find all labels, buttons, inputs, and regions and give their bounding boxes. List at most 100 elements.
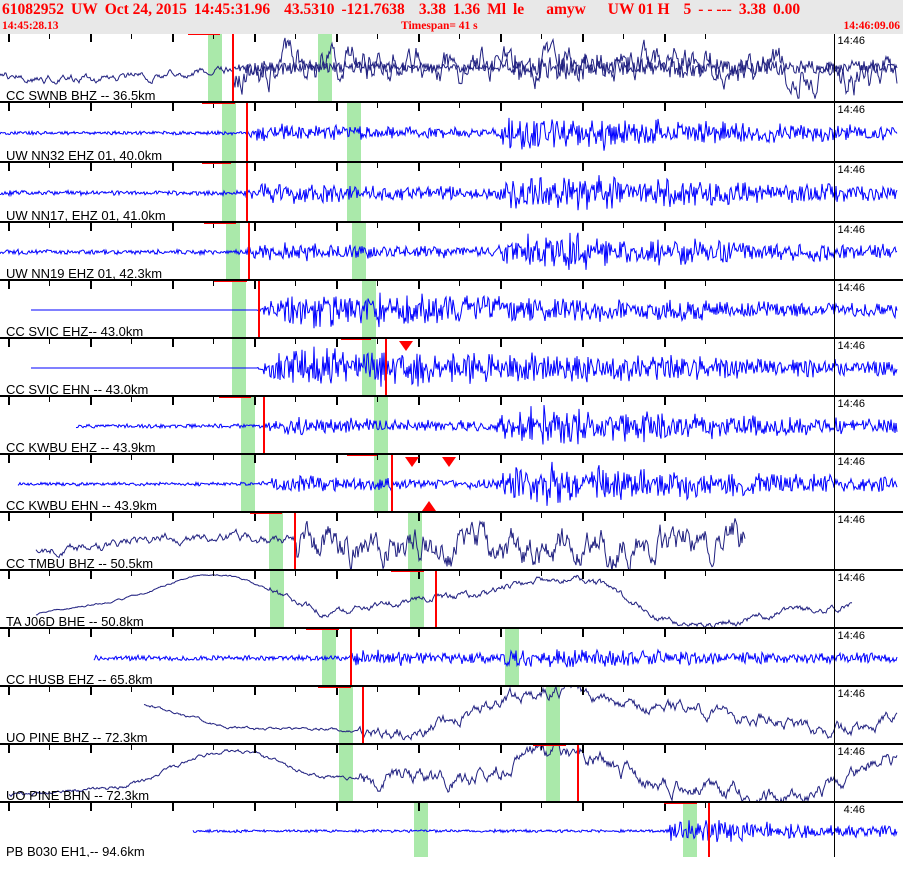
axis-tick [664, 745, 666, 753]
phase-pick-label[interactable]: iPd1 [202, 103, 235, 104]
station-label[interactable]: UO PINE BHZ -- 72.3km [6, 731, 148, 743]
trace-row[interactable]: iPd114:46CC HUSB EHZ -- 65.8km [0, 627, 903, 685]
phase-pick-line[interactable] [385, 339, 387, 395]
axis-tick [213, 455, 214, 460]
station-label[interactable]: CC TMBU BHZ -- 50.5km [6, 557, 153, 569]
axis-tick [623, 687, 624, 692]
axis-tick [254, 687, 256, 695]
axis-tick [623, 745, 624, 750]
trace-row[interactable]: eS 14:46PB B030 EH1,-- 94.6km [0, 801, 903, 857]
amplitude-marker-up-icon [422, 501, 436, 511]
phase-pick-label[interactable]: iS 1 [347, 455, 377, 456]
phase-pick-line[interactable] [350, 629, 352, 685]
axis-tick [49, 687, 50, 692]
trace-plot-area[interactable]: eS 14:46PB B030 EH1,-- 94.6km [0, 803, 903, 857]
window-end-time: 14:46:09.06 [843, 20, 900, 32]
phase-pick-label[interactable]: eS 2 [391, 571, 424, 572]
phase-pick-label[interactable]: eP 2 [188, 34, 220, 35]
trace-stack[interactable]: eP 214:46CC SWNB BHZ -- 36.5kmiPd114:46U… [0, 34, 903, 880]
trace-row[interactable]: eS 214:46UO PINE BHN -- 72.3km [0, 743, 903, 801]
station-label[interactable]: CC SWNB BHZ -- 36.5km [6, 89, 156, 101]
seismogram-viewer: 61082952 UW Oct 24, 2015 14:45:31.96 43.… [0, 0, 903, 880]
station-label[interactable]: UW NN32 EHZ 01, 40.0km [6, 149, 162, 161]
phase-pick-line[interactable] [577, 745, 579, 801]
axis-tick [582, 34, 584, 42]
trace-row[interactable]: iPd014:46UO PINE BHZ -- 72.3km [0, 685, 903, 743]
axis-tick [90, 513, 92, 521]
phase-pick-label[interactable]: iPc0 [214, 281, 247, 282]
station-label[interactable]: TA J06D BHE -- 50.8km [6, 615, 144, 627]
trace-plot-area[interactable]: iPd014:46UO PINE BHZ -- 72.3km [0, 687, 903, 743]
phase-pick-line[interactable] [362, 687, 364, 743]
trace-plot-area[interactable]: eS 214:46UO PINE BHN -- 72.3km [0, 745, 903, 801]
station-label[interactable]: UW NN17, EHZ 01, 41.0km [6, 209, 166, 221]
trace-plot-area[interactable]: iS 114:46CC KWBU EHN -- 43.9km [0, 455, 903, 511]
axis-tick [418, 281, 420, 289]
station-label[interactable]: CC SVIC EHZ-- 43.0km [6, 325, 143, 337]
axis-tick [90, 687, 92, 695]
event-depth: 3.38 [419, 1, 446, 19]
trace-plot-area[interactable]: eP 214:46CC TMBU BHZ -- 50.5km [0, 513, 903, 569]
phase-pick-label[interactable]: iP 1 [202, 163, 231, 164]
station-label[interactable]: UW NN19 EHZ 01, 42.3km [6, 267, 162, 279]
phase-pick-label[interactable]: eP 2 [204, 223, 236, 224]
axis-tick [459, 339, 460, 344]
trace-row[interactable]: eP 214:46CC TMBU BHZ -- 50.5km [0, 511, 903, 569]
phase-pick-line[interactable] [435, 571, 437, 627]
phase-pick-label[interactable]: eP 2 [250, 513, 282, 514]
trace-row[interactable]: eS 214:46TA J06D BHE -- 50.8km [0, 569, 903, 627]
phase-pick-line[interactable] [246, 163, 248, 221]
phase-pick-line[interactable] [708, 803, 710, 857]
station-label[interactable]: CC SVIC EHN -- 43.0km [6, 383, 148, 395]
trace-row[interactable]: iPd114:46UW NN32 EHZ 01, 40.0km [0, 101, 903, 161]
axis-tick [705, 163, 706, 168]
phase-pick-line[interactable] [294, 513, 296, 569]
axis-tick [295, 571, 296, 576]
phase-pick-line[interactable] [263, 397, 265, 453]
phase-pick-label[interactable]: eP 2 [219, 397, 251, 398]
axis-tick [377, 103, 378, 108]
trace-plot-area[interactable]: eP 214:46CC SWNB BHZ -- 36.5km [0, 34, 903, 101]
axis-tick [705, 745, 706, 750]
trace-row[interactable]: iS 114:46CC SVIC EHN -- 43.0km [0, 337, 903, 395]
trace-row[interactable]: eP 214:46CC KWBU EHZ -- 43.9km [0, 395, 903, 453]
axis-tick [254, 339, 256, 347]
phase-pick-line[interactable] [246, 103, 248, 161]
axis-tick [49, 513, 50, 518]
trace-plot-area[interactable]: eS 214:46TA J06D BHE -- 50.8km [0, 571, 903, 627]
event-network: UW [71, 1, 98, 19]
phase-pick-label[interactable]: iPd0 [318, 687, 351, 688]
trace-row[interactable]: eP 214:46CC SWNB BHZ -- 36.5km [0, 34, 903, 101]
phase-pick-label[interactable]: iPd1 [306, 629, 339, 630]
axis-tick [623, 571, 624, 576]
trace-row[interactable]: iPc014:46CC SVIC EHZ-- 43.0km [0, 279, 903, 337]
trace-plot-area[interactable]: iPd114:46UW NN32 EHZ 01, 40.0km [0, 103, 903, 161]
trace-plot-area[interactable]: iP 114:46UW NN17, EHZ 01, 41.0km [0, 163, 903, 221]
station-label[interactable]: CC HUSB EHZ -- 65.8km [6, 673, 153, 685]
station-label[interactable]: PB B030 EH1,-- 94.6km [6, 845, 145, 857]
station-label[interactable]: UO PINE BHN -- 72.3km [6, 789, 149, 801]
phase-pick-label[interactable]: iS 1 [341, 339, 371, 340]
axis-tick [459, 687, 460, 692]
axis-tick [131, 339, 132, 344]
phase-pick-line[interactable] [258, 281, 260, 337]
trace-row[interactable]: iS 114:46CC KWBU EHN -- 43.9km [0, 453, 903, 511]
station-label[interactable]: CC KWBU EHZ -- 43.9km [6, 441, 156, 453]
axis-tick [336, 281, 338, 289]
trace-plot-area[interactable]: iPc014:46CC SVIC EHZ-- 43.0km [0, 281, 903, 337]
phase-pick-label[interactable]: eS 1 [664, 803, 697, 804]
phase-pick-line[interactable] [391, 455, 393, 511]
axis-tick [49, 339, 50, 344]
phase-pick-line[interactable] [248, 223, 250, 279]
trace-plot-area[interactable]: eP 214:46UW NN19 EHZ 01, 42.3km [0, 223, 903, 279]
time-label-separator [834, 629, 835, 685]
station-label[interactable]: CC KWBU EHN -- 43.9km [6, 499, 157, 511]
trace-plot-area[interactable]: eP 214:46CC KWBU EHZ -- 43.9km [0, 397, 903, 453]
trace-row[interactable]: iP 114:46UW NN17, EHZ 01, 41.0km [0, 161, 903, 221]
trace-plot-area[interactable]: iS 114:46CC SVIC EHN -- 43.0km [0, 339, 903, 395]
trace-plot-area[interactable]: iPd114:46CC HUSB EHZ -- 65.8km [0, 629, 903, 685]
axis-tick [705, 34, 706, 39]
phase-pick-label[interactable]: eS 2 [533, 745, 566, 746]
phase-pick-line[interactable] [232, 34, 234, 101]
trace-row[interactable]: eP 214:46UW NN19 EHZ 01, 42.3km [0, 221, 903, 279]
